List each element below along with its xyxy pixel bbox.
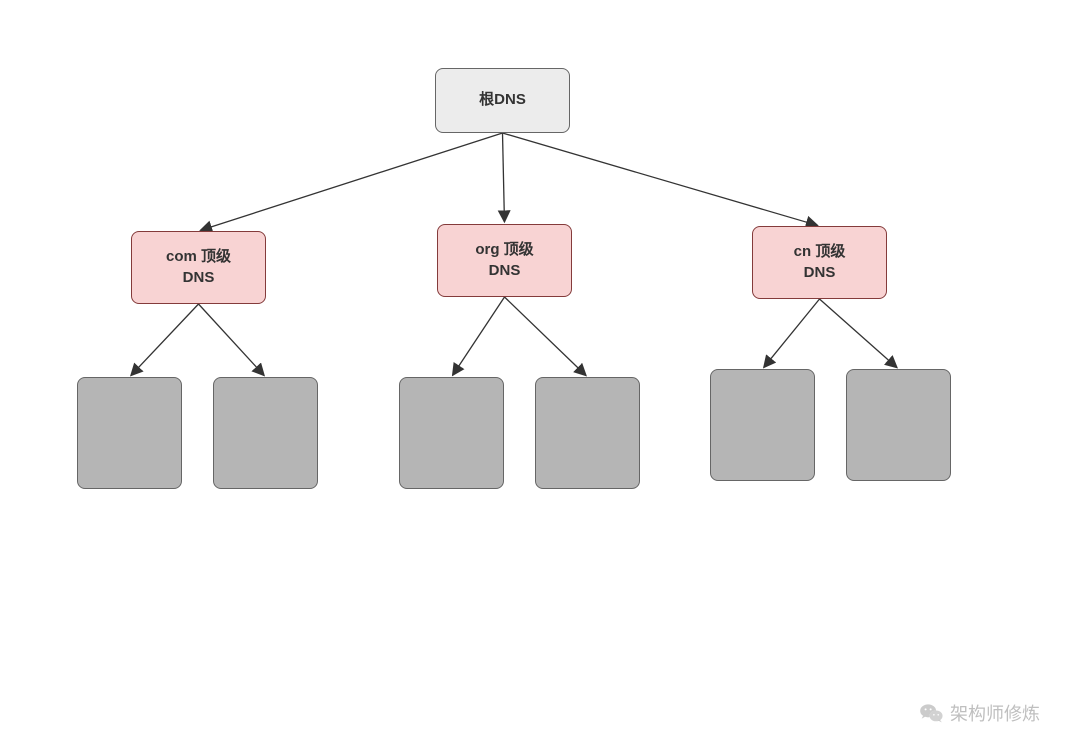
watermark: 架构师修炼 xyxy=(918,700,1040,726)
edge-root-tld_com xyxy=(200,133,502,230)
node-tld_cn: cn 顶级 DNS xyxy=(752,226,887,299)
watermark-text: 架构师修炼 xyxy=(950,700,1040,726)
node-leaf_cn_2 xyxy=(846,369,951,481)
edge-tld_com-leaf_com_1 xyxy=(131,304,199,376)
node-leaf_com_2 xyxy=(213,377,318,489)
node-leaf_com_1 xyxy=(77,377,182,489)
node-root: 根DNS xyxy=(435,68,570,133)
edge-tld_cn-leaf_cn_2 xyxy=(820,299,898,368)
edge-tld_org-leaf_org_2 xyxy=(505,297,587,376)
node-leaf_org_2 xyxy=(535,377,640,489)
edge-tld_org-leaf_org_1 xyxy=(453,297,505,375)
edge-root-tld_cn xyxy=(503,133,818,225)
wechat-icon xyxy=(918,700,944,726)
node-label: org 顶级 DNS xyxy=(475,240,533,281)
node-label: cn 顶级 DNS xyxy=(794,242,846,283)
node-label: 根DNS xyxy=(479,90,526,110)
edge-tld_com-leaf_com_2 xyxy=(199,304,265,376)
node-tld_com: com 顶级 DNS xyxy=(131,231,266,304)
edge-tld_cn-leaf_cn_1 xyxy=(764,299,820,367)
node-label: com 顶级 DNS xyxy=(166,247,231,288)
node-tld_org: org 顶级 DNS xyxy=(437,224,572,297)
node-leaf_org_1 xyxy=(399,377,504,489)
edge-root-tld_org xyxy=(503,133,505,222)
node-leaf_cn_1 xyxy=(710,369,815,481)
